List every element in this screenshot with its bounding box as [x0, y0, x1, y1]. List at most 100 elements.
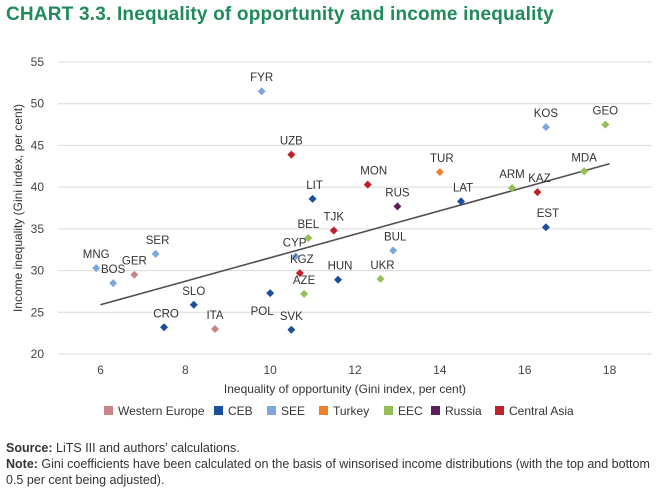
point-label-ita: ITA	[206, 310, 223, 322]
legend-label: Western Europe	[118, 404, 205, 418]
y-tick-label: 55	[31, 55, 45, 69]
data-point-bel	[304, 234, 313, 243]
data-point-hun	[334, 275, 343, 284]
point-label-arm: ARM	[499, 169, 525, 181]
legend-swatch	[495, 406, 504, 415]
data-point-svk	[287, 325, 296, 334]
chart-title: CHART 3.3. Inequality of opportunity and…	[6, 4, 554, 25]
legend-swatch	[104, 406, 113, 415]
x-tick-label: 8	[182, 363, 189, 377]
chart-footer: Source: LiTS III and authors’ calculatio…	[6, 440, 662, 488]
source-label: Source:	[6, 441, 53, 455]
point-label-kos: KOS	[534, 108, 559, 120]
data-point-lit	[308, 194, 317, 203]
x-tick-label: 12	[348, 363, 362, 377]
x-tick-label: 6	[97, 363, 104, 377]
point-label-slo: SLO	[182, 286, 205, 298]
note-label: Note:	[6, 457, 38, 471]
point-label-pol: POL	[251, 306, 275, 318]
point-label-cro: CRO	[153, 308, 179, 320]
y-axis-title: Income inequality (Gini index, per cent)	[11, 104, 25, 312]
point-label-mda: MDA	[571, 152, 597, 164]
point-label-kgz: KGZ	[290, 254, 314, 266]
data-point-est	[541, 223, 550, 232]
point-label-uzb: UZB	[280, 136, 303, 148]
point-label-fyr: FYR	[250, 72, 273, 84]
point-label-est: EST	[537, 208, 559, 220]
data-point-tur	[435, 168, 444, 177]
data-point-ukr	[376, 274, 385, 283]
y-tick-label: 40	[31, 180, 45, 194]
y-tick-label: 50	[31, 97, 45, 111]
data-point-pol	[266, 289, 275, 298]
point-label-bel: BEL	[297, 219, 319, 231]
data-point-kos	[541, 123, 550, 132]
legend-label: CEB	[228, 404, 253, 418]
point-label-aze: AZE	[293, 275, 316, 287]
y-tick-label: 45	[31, 138, 45, 152]
point-label-mon: MON	[360, 166, 387, 178]
legend-label: SEE	[281, 404, 305, 418]
data-point-arm	[507, 183, 516, 192]
legend-label: Central Asia	[509, 404, 574, 418]
point-label-rus: RUS	[385, 187, 410, 199]
data-point-mon	[363, 180, 372, 189]
legend-swatch	[267, 406, 276, 415]
data-point-mng	[92, 264, 101, 273]
point-label-bul: BUL	[384, 232, 407, 244]
source-text: LiTS III and authors’ calculations.	[52, 441, 240, 455]
data-point-lat	[457, 197, 466, 206]
point-label-lit: LIT	[306, 180, 323, 192]
y-tick-label: 25	[31, 305, 45, 319]
legend-swatch	[431, 406, 440, 415]
point-label-hun: HUN	[328, 261, 353, 273]
data-point-bos	[109, 279, 118, 288]
y-tick-label: 20	[31, 347, 45, 361]
data-point-rus	[393, 202, 402, 211]
data-point-ger	[130, 270, 139, 279]
legend-label: Turkey	[333, 404, 369, 418]
point-label-geo: GEO	[593, 106, 619, 118]
point-label-mng: MNG	[83, 249, 110, 261]
trend-line	[100, 163, 610, 306]
source-line: Source: LiTS III and authors’ calculatio…	[6, 440, 662, 456]
legend-label: Russia	[445, 404, 482, 418]
legend-swatch	[319, 406, 328, 415]
point-label-svk: SVK	[280, 311, 303, 323]
data-point-uzb	[287, 150, 296, 159]
legend-label: EEC	[398, 404, 423, 418]
data-point-mda	[580, 167, 589, 176]
data-point-fyr	[257, 87, 266, 96]
point-label-ser: SER	[146, 235, 170, 247]
data-point-cro	[160, 323, 169, 332]
x-tick-label: 16	[518, 363, 532, 377]
x-axis-title: Inequality of opportunity (Gini index, p…	[224, 382, 466, 396]
point-label-cyp: CYP	[283, 237, 307, 249]
data-point-geo	[601, 120, 610, 129]
note-text: Gini coefficients have been calculated o…	[6, 457, 650, 487]
point-label-bos: BOS	[101, 264, 126, 276]
data-point-kaz	[533, 188, 542, 197]
point-label-tur: TUR	[430, 153, 454, 165]
data-point-kgz	[295, 269, 304, 278]
data-point-slo	[189, 300, 198, 309]
scatter-chart: 20 25 30 35 40 45 50 55 6 8 10 12 14 16 18 Inequality o…	[11, 55, 652, 418]
point-label-kaz: KAZ	[528, 173, 550, 185]
point-label-tjk: TJK	[324, 212, 345, 224]
point-label-ukr: UKR	[370, 260, 394, 272]
data-point-ser	[151, 249, 160, 258]
data-point-tjk	[329, 226, 338, 235]
x-tick-label: 14	[433, 363, 447, 377]
x-tick-label: 18	[603, 363, 617, 377]
point-label-lat: LAT	[453, 182, 473, 194]
data-point-ita	[210, 324, 219, 333]
y-tick-label: 35	[31, 222, 45, 236]
legend-swatch	[384, 406, 393, 415]
note-line: Note: Gini coefficients have been calcul…	[6, 456, 662, 488]
data-point-bul	[389, 246, 398, 255]
y-tick-label: 30	[31, 264, 45, 278]
data-point-aze	[300, 289, 309, 298]
data-point-cyp	[291, 252, 300, 261]
x-tick-label: 10	[263, 363, 277, 377]
legend-swatch	[214, 406, 223, 415]
